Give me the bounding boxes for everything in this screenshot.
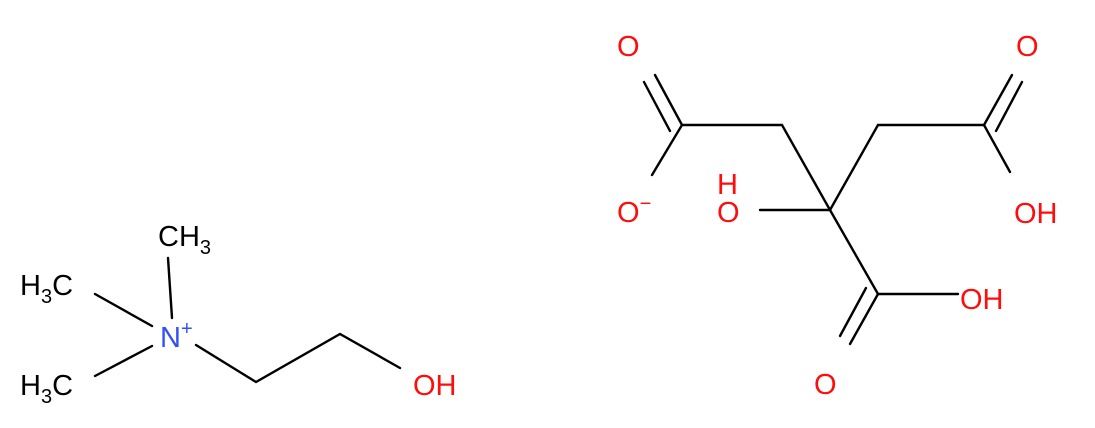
label-part: O (617, 197, 640, 229)
atom-label: OH (1014, 198, 1058, 230)
atom-label: H (717, 169, 738, 201)
label-part: C (52, 370, 73, 402)
label-part: O (617, 31, 640, 63)
label-part: H (717, 169, 738, 201)
label-part: − (640, 193, 652, 215)
label-part: 3 (200, 237, 211, 259)
label-part: OH (960, 284, 1004, 316)
label-part: 3 (41, 286, 52, 308)
atom-label: OH (413, 370, 457, 402)
atom-label: N+ (160, 318, 193, 354)
label-part: CH (158, 221, 200, 253)
atom-label: OH (960, 284, 1004, 316)
label-part: 3 (41, 386, 52, 408)
label-part: OH (1014, 198, 1058, 230)
atom-label: H3C (20, 270, 73, 308)
label-part: + (181, 318, 193, 340)
atom-label: O (717, 197, 740, 229)
atom-label: H3C (20, 370, 73, 408)
label-part: OH (413, 370, 457, 402)
atom-label: O− (617, 193, 651, 229)
atom-label: O (617, 31, 640, 63)
label-part: O (717, 197, 740, 229)
atom-label: O (1016, 31, 1039, 63)
atom-label: O (814, 369, 837, 401)
label-part: N (160, 322, 181, 354)
atom-label: CH3 (158, 221, 211, 259)
label-part: O (814, 369, 837, 401)
label-part: H (20, 370, 41, 402)
label-part: O (1016, 31, 1039, 63)
label-part: H (20, 270, 41, 302)
label-part: C (52, 270, 73, 302)
bonds (93, 73, 1024, 384)
